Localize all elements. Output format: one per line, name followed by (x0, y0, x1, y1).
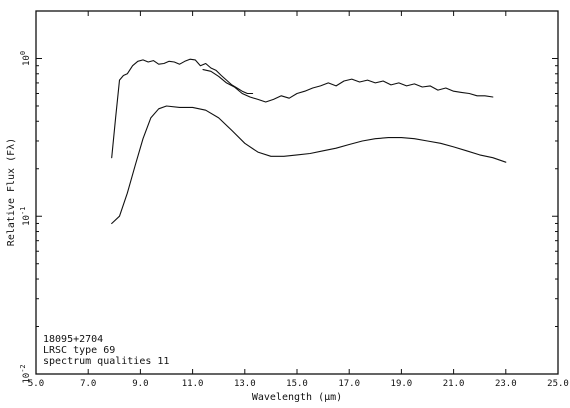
y-tick-label: 10-1 (19, 207, 32, 226)
x-tick-label: 7.0 (80, 379, 96, 389)
y-tick-base: 10 (22, 373, 32, 384)
lrsc-type-text: LRSC type 69 (43, 345, 115, 356)
series-layer (111, 58, 507, 225)
y-tick-exponent: 0 (19, 51, 27, 55)
series-line-2 (202, 69, 494, 103)
plot-frame (35, 10, 559, 375)
series-line-1 (111, 58, 254, 159)
y-tick-exponent: -2 (19, 364, 27, 372)
y-tick-base: 10 (22, 215, 32, 226)
x-tick-label: 15.0 (286, 379, 308, 389)
x-tick-label: 11.0 (182, 379, 204, 389)
x-tick-label: 23.0 (495, 379, 517, 389)
x-tick-label: 25.0 (547, 379, 569, 389)
x-tick-label: 5.0 (28, 379, 44, 389)
source-id-text: 18095+2704 (43, 334, 103, 345)
y-tick-label: 10-2 (19, 364, 32, 383)
spectrum-info-box: 18095+2704 LRSC type 69 spectrum qualiti… (43, 334, 169, 367)
x-tick-label: 21.0 (443, 379, 465, 389)
y-axis-title: Relative Flux (Fλ) (6, 138, 17, 246)
y-tick-base: 10 (22, 55, 32, 66)
y-tick-label: 100 (19, 51, 32, 66)
x-axis-title: Wavelength (μm) (252, 392, 342, 403)
x-tick-label: 17.0 (338, 379, 360, 389)
series-line-3 (111, 105, 507, 225)
x-tick-label: 13.0 (234, 379, 256, 389)
x-axis-ticks: 5.0 7.0 9.0 11.0 13.0 15.0 17.0 19.0 21.0 23.0 25.… (28, 11, 569, 389)
x-tick-label: 19.0 (391, 379, 413, 389)
spectrum-quality-text: spectrum qualities 11 (43, 356, 169, 367)
x-tick-label: 9.0 (132, 379, 148, 389)
y-tick-exponent: -1 (19, 207, 27, 215)
